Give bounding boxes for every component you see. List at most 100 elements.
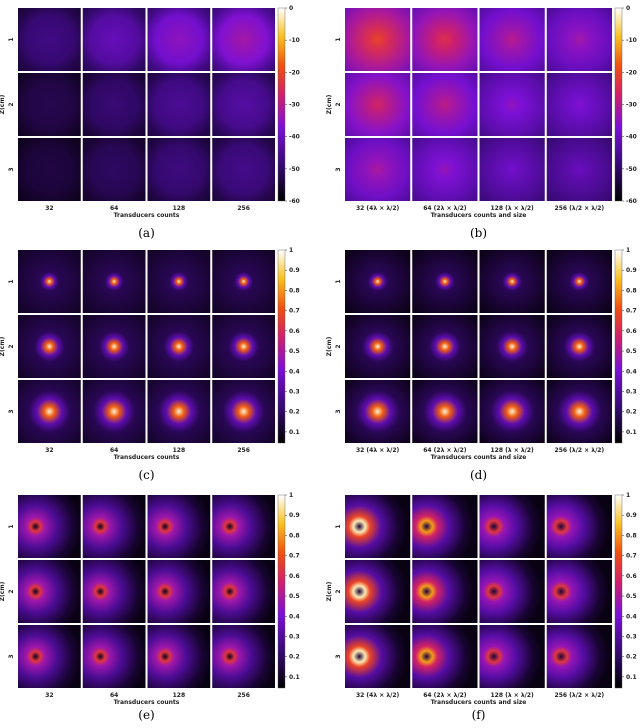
- heatmap-cell: [546, 315, 612, 378]
- colorbar-tick-label: 0.3: [289, 633, 300, 640]
- heatmap-cell: [412, 315, 478, 378]
- row-label: 3: [335, 409, 342, 413]
- heatmap-cell: [546, 560, 612, 623]
- row-label: 1: [335, 37, 342, 41]
- heatmap-cell: [546, 625, 612, 688]
- colorbar: [614, 494, 623, 689]
- colorbar-tick-label: -50: [289, 166, 300, 173]
- colorbar-tick-label: 0.2: [626, 409, 637, 416]
- heatmap-cell: [345, 315, 411, 378]
- column-label: 32: [45, 205, 53, 212]
- heatmap-cell: [345, 8, 411, 71]
- heatmap-cell: [412, 73, 478, 136]
- row-label: 2: [335, 344, 342, 348]
- heatmap-cell: [412, 495, 478, 558]
- colorbar: [614, 249, 623, 444]
- heatmap-cell: [412, 625, 478, 688]
- colorbar-tick-label: 0.9: [626, 512, 637, 519]
- colorbar-tick-label: 0.5: [289, 593, 300, 600]
- colorbar-tick-label: 0.6: [289, 328, 300, 335]
- column-label: 128 (λ × λ/2): [490, 447, 534, 454]
- colorbar-tick-label: -20: [289, 69, 300, 76]
- x-axis-label: Transducers counts and size: [431, 212, 527, 219]
- heatmap-cell: [546, 250, 612, 313]
- colorbar-tick-label: 0.1: [289, 674, 300, 681]
- colorbar-tick-label: 0.9: [626, 267, 637, 274]
- panel-caption: (e): [138, 708, 154, 722]
- y-axis-label: Z(cm): [326, 336, 333, 356]
- colorbar-tick-label: -10: [289, 37, 300, 44]
- row-label: 3: [335, 654, 342, 658]
- heatmap-cell: [345, 250, 411, 313]
- colorbar-tick-label: -20: [626, 69, 637, 76]
- heatmap-cell: [147, 315, 211, 378]
- heatmap-cell: [212, 8, 275, 71]
- column-label: 32 (4λ × λ/2): [356, 692, 400, 699]
- heatmap-cell: [479, 625, 545, 688]
- heatmap-cell: [479, 250, 545, 313]
- heatmap-cell: [18, 625, 81, 688]
- colorbar-tick-label: 0.3: [626, 633, 637, 640]
- colorbar-tick-label: 0.4: [626, 613, 637, 620]
- colorbar-tick-label: -60: [626, 198, 637, 205]
- colorbar-tick-label: 0.8: [289, 287, 300, 294]
- heatmap-cell: [345, 380, 411, 443]
- heatmap-cell: [212, 560, 275, 623]
- heatmap-cell: [147, 495, 211, 558]
- colorbar-tick-label: 0.9: [289, 512, 300, 519]
- colorbar-tick-label: 1: [289, 492, 293, 499]
- column-label: 32 (4λ × λ/2): [356, 447, 400, 454]
- heatmap-cell: [212, 250, 275, 313]
- column-label: 128: [173, 205, 186, 212]
- heatmap-cell: [82, 73, 146, 136]
- column-label: 32: [45, 447, 53, 454]
- column-label: 64: [110, 447, 118, 454]
- colorbar-tick-label: 0.2: [289, 409, 300, 416]
- heatmap-cell: [147, 8, 211, 71]
- heatmap-cell: [18, 495, 81, 558]
- panel-caption: (a): [138, 226, 155, 240]
- colorbar-tick-label: -50: [626, 166, 637, 173]
- y-axis-label: Z(cm): [0, 94, 6, 114]
- heatmap-cell: [345, 138, 411, 201]
- heatmap-cell: [82, 138, 146, 201]
- colorbar: [277, 7, 286, 202]
- heatmap-cell: [18, 380, 81, 443]
- colorbar-tick-label: -30: [626, 102, 637, 109]
- colorbar: [614, 7, 623, 202]
- panel-caption: (b): [470, 226, 487, 240]
- colorbar: [277, 494, 286, 689]
- heatmap-cell: [18, 250, 81, 313]
- colorbar-tick-label: 0.2: [289, 654, 300, 661]
- colorbar-tick-label: 0.7: [289, 308, 300, 315]
- colorbar-tick-label: 0.1: [626, 674, 637, 681]
- heatmap-cell: [147, 380, 211, 443]
- heatmap-cell: [147, 625, 211, 688]
- heatmap-cell: [479, 380, 545, 443]
- heatmap-cell: [546, 138, 612, 201]
- colorbar-tick-label: 0.8: [289, 532, 300, 539]
- heatmap-cell: [212, 380, 275, 443]
- heatmap-cell: [345, 625, 411, 688]
- colorbar-tick-label: 0.7: [289, 553, 300, 560]
- row-label: 3: [8, 167, 15, 171]
- heatmap-cell: [412, 8, 478, 71]
- heatmap-cell: [412, 560, 478, 623]
- heatmap-cell: [546, 8, 612, 71]
- heatmap-cell: [479, 315, 545, 378]
- heatmap-cell: [18, 315, 81, 378]
- colorbar-tick-label: 0.3: [626, 388, 637, 395]
- colorbar-tick-label: -30: [289, 102, 300, 109]
- y-axis-label: Z(cm): [0, 581, 6, 601]
- heatmap-cell: [147, 73, 211, 136]
- heatmap-cell: [18, 560, 81, 623]
- x-axis-label: Transducers counts and size: [431, 454, 527, 461]
- colorbar-tick-label: 0.5: [289, 348, 300, 355]
- colorbar-tick-label: 0.7: [626, 308, 637, 315]
- colorbar-tick-label: 0: [289, 5, 293, 12]
- heatmap-cell: [479, 495, 545, 558]
- column-label: 64 (2λ × λ/2): [423, 447, 467, 454]
- row-label: 1: [8, 524, 15, 528]
- colorbar-tick-label: 1: [626, 247, 630, 254]
